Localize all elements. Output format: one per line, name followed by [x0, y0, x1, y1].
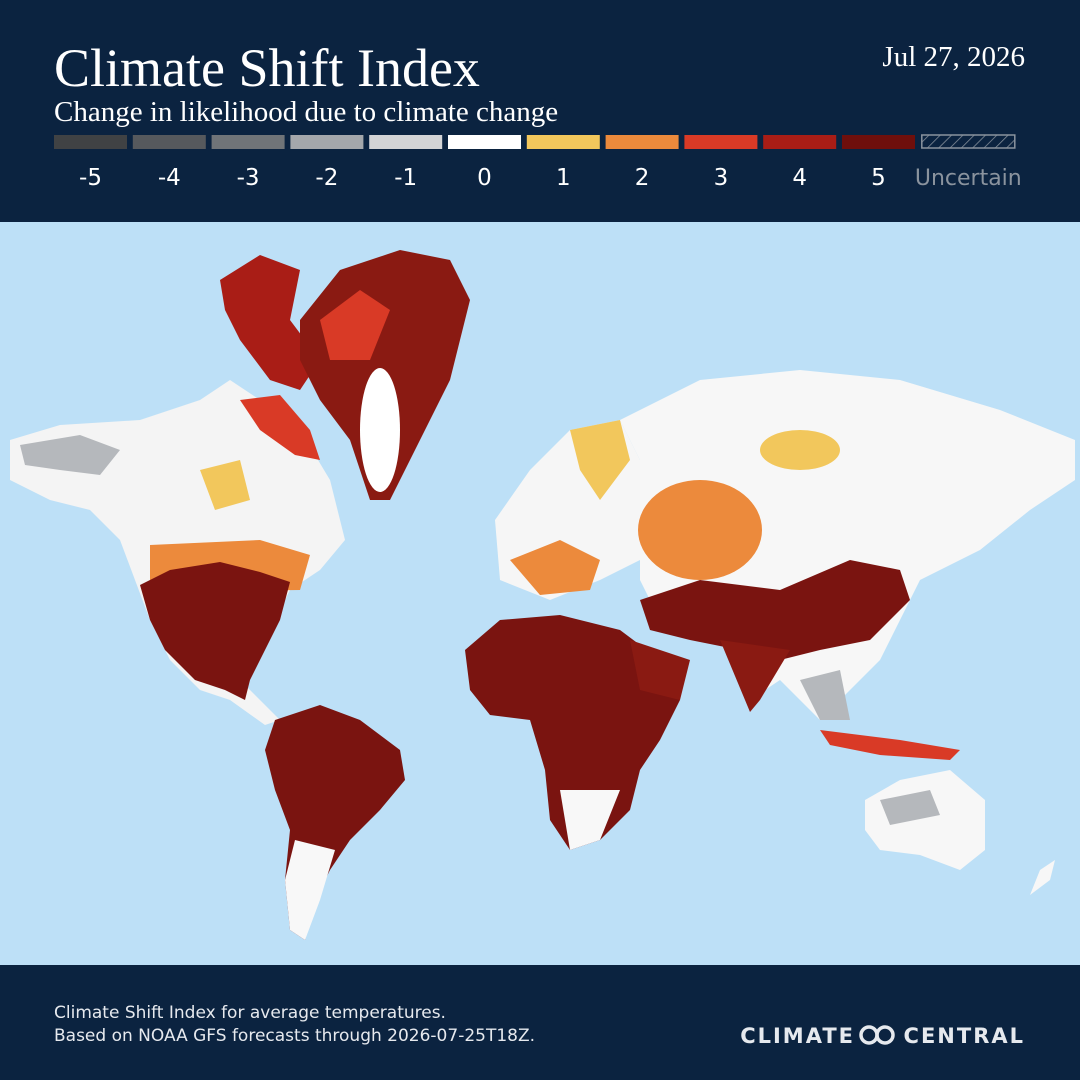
legend-label: -1 [394, 165, 417, 191]
legend-label: 1 [556, 165, 571, 191]
logo-text: CENTRAL [904, 1024, 1025, 1048]
legend-label: -4 [158, 165, 181, 191]
header-bg [0, 0, 1080, 222]
asia-heat [640, 560, 910, 700]
title: Climate Shift Index [54, 38, 480, 98]
legend-swatch [211, 135, 285, 149]
new-zealand [1030, 860, 1055, 895]
legend-swatch [290, 135, 364, 149]
baffin [240, 395, 320, 460]
legend-label: -5 [79, 165, 102, 191]
greenland-ice [360, 368, 400, 492]
patagonia [285, 840, 335, 940]
arctic-islands [220, 255, 320, 390]
legend-swatch [54, 135, 127, 149]
legend-swatch [921, 134, 1016, 149]
legend-label: 4 [792, 165, 807, 191]
legend-label: 0 [477, 165, 492, 191]
canada-gray [20, 435, 120, 475]
legend-label: Uncertain [915, 166, 1022, 191]
legend-label: -3 [237, 165, 260, 191]
us-heat [140, 562, 290, 700]
legend-swatch [448, 135, 521, 149]
siberia-yellow [760, 430, 840, 470]
india [720, 640, 790, 712]
legend-label: 3 [714, 165, 729, 191]
legend-swatch [369, 135, 443, 149]
legend-label: -2 [315, 165, 338, 191]
canada-orange [200, 460, 250, 510]
map [0, 222, 1080, 965]
indonesia [820, 730, 960, 760]
legend-swatch [132, 135, 206, 149]
siberia-orange [638, 480, 762, 580]
legend: -5 -4 -3 -2 -1 0 1 2 3 4 5 Uncertain [54, 134, 1022, 191]
subtitle: Change in likelihood due to climate chan… [54, 96, 558, 128]
legend-swatch [763, 135, 837, 149]
legend-label: 5 [871, 165, 886, 191]
footer-bg [0, 965, 1080, 1080]
footer-line: Climate Shift Index for average temperat… [54, 1003, 446, 1023]
logo-text: CLIMATE [740, 1024, 855, 1048]
legend-swatch [526, 135, 600, 149]
legend-label: 2 [635, 165, 650, 191]
footer-line: Based on NOAA GFS forecasts through 2026… [54, 1026, 535, 1046]
scandinavia [570, 420, 630, 500]
australia-gray [880, 790, 940, 825]
arabia [630, 640, 690, 700]
europe-orange [510, 540, 600, 595]
logo-mark [875, 1025, 895, 1045]
south-africa [560, 790, 620, 850]
africa [465, 615, 680, 850]
legend-swatch [605, 135, 679, 149]
legend-swatch [842, 135, 915, 149]
southeast-asia [800, 670, 850, 720]
date: Jul 27, 2026 [882, 41, 1025, 73]
australia [865, 770, 985, 870]
greenland-red [320, 290, 390, 360]
legend-swatch [684, 135, 758, 149]
